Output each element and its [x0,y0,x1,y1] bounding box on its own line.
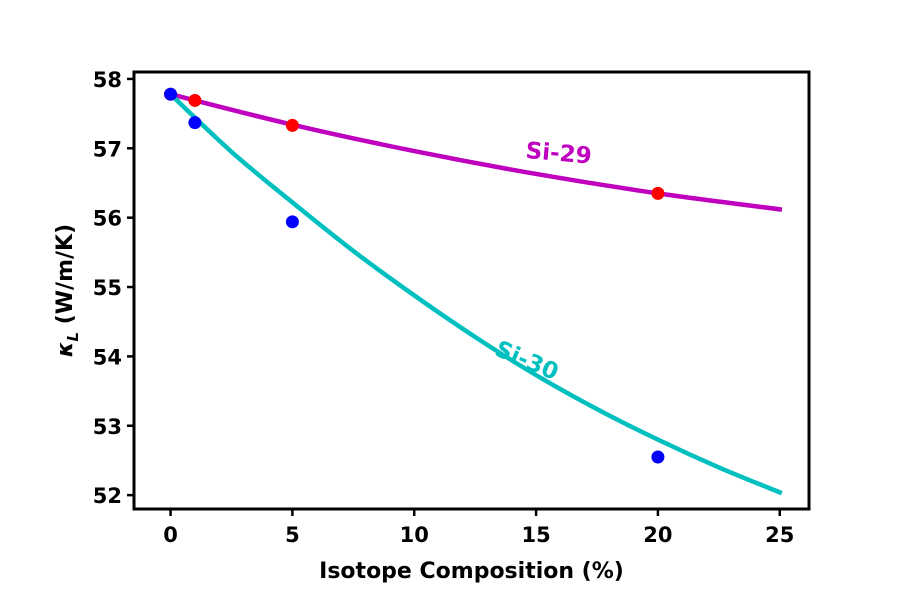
y-tick-label: 54 [93,345,122,369]
si-30-data-point [188,116,202,130]
si-29-data-point [188,93,202,107]
x-tick-label: 0 [163,523,178,547]
x-tick-label: 5 [285,523,300,547]
si-30-data-point [651,450,665,464]
x-tick-label: 15 [521,523,550,547]
si-29-data-point [651,186,665,200]
y-axis-title: κL (W/m/K) [53,224,82,357]
plot-frame [132,70,811,511]
si-29-data-point [285,118,299,132]
y-tick-label: 58 [93,68,122,92]
si-30-fit-curve [167,91,783,496]
si-29-label: Si-29 [525,138,593,170]
x-axis-title: Isotope Composition (%) [319,559,624,584]
x-tick-label: 20 [643,523,672,547]
y-tick-label: 52 [93,484,122,508]
si-30-data-point [164,87,178,101]
si-29-fit-curve [167,91,783,212]
y-tick-label: 53 [93,415,122,439]
si-30-label: Si-30 [491,336,562,386]
y-tick-label: 56 [93,207,122,231]
x-tick-label: 25 [765,523,794,547]
x-tick-label: 10 [400,523,429,547]
y-tick-label: 57 [93,137,122,161]
y-tick-label: 55 [93,276,122,300]
si-30-data-point [285,215,299,229]
